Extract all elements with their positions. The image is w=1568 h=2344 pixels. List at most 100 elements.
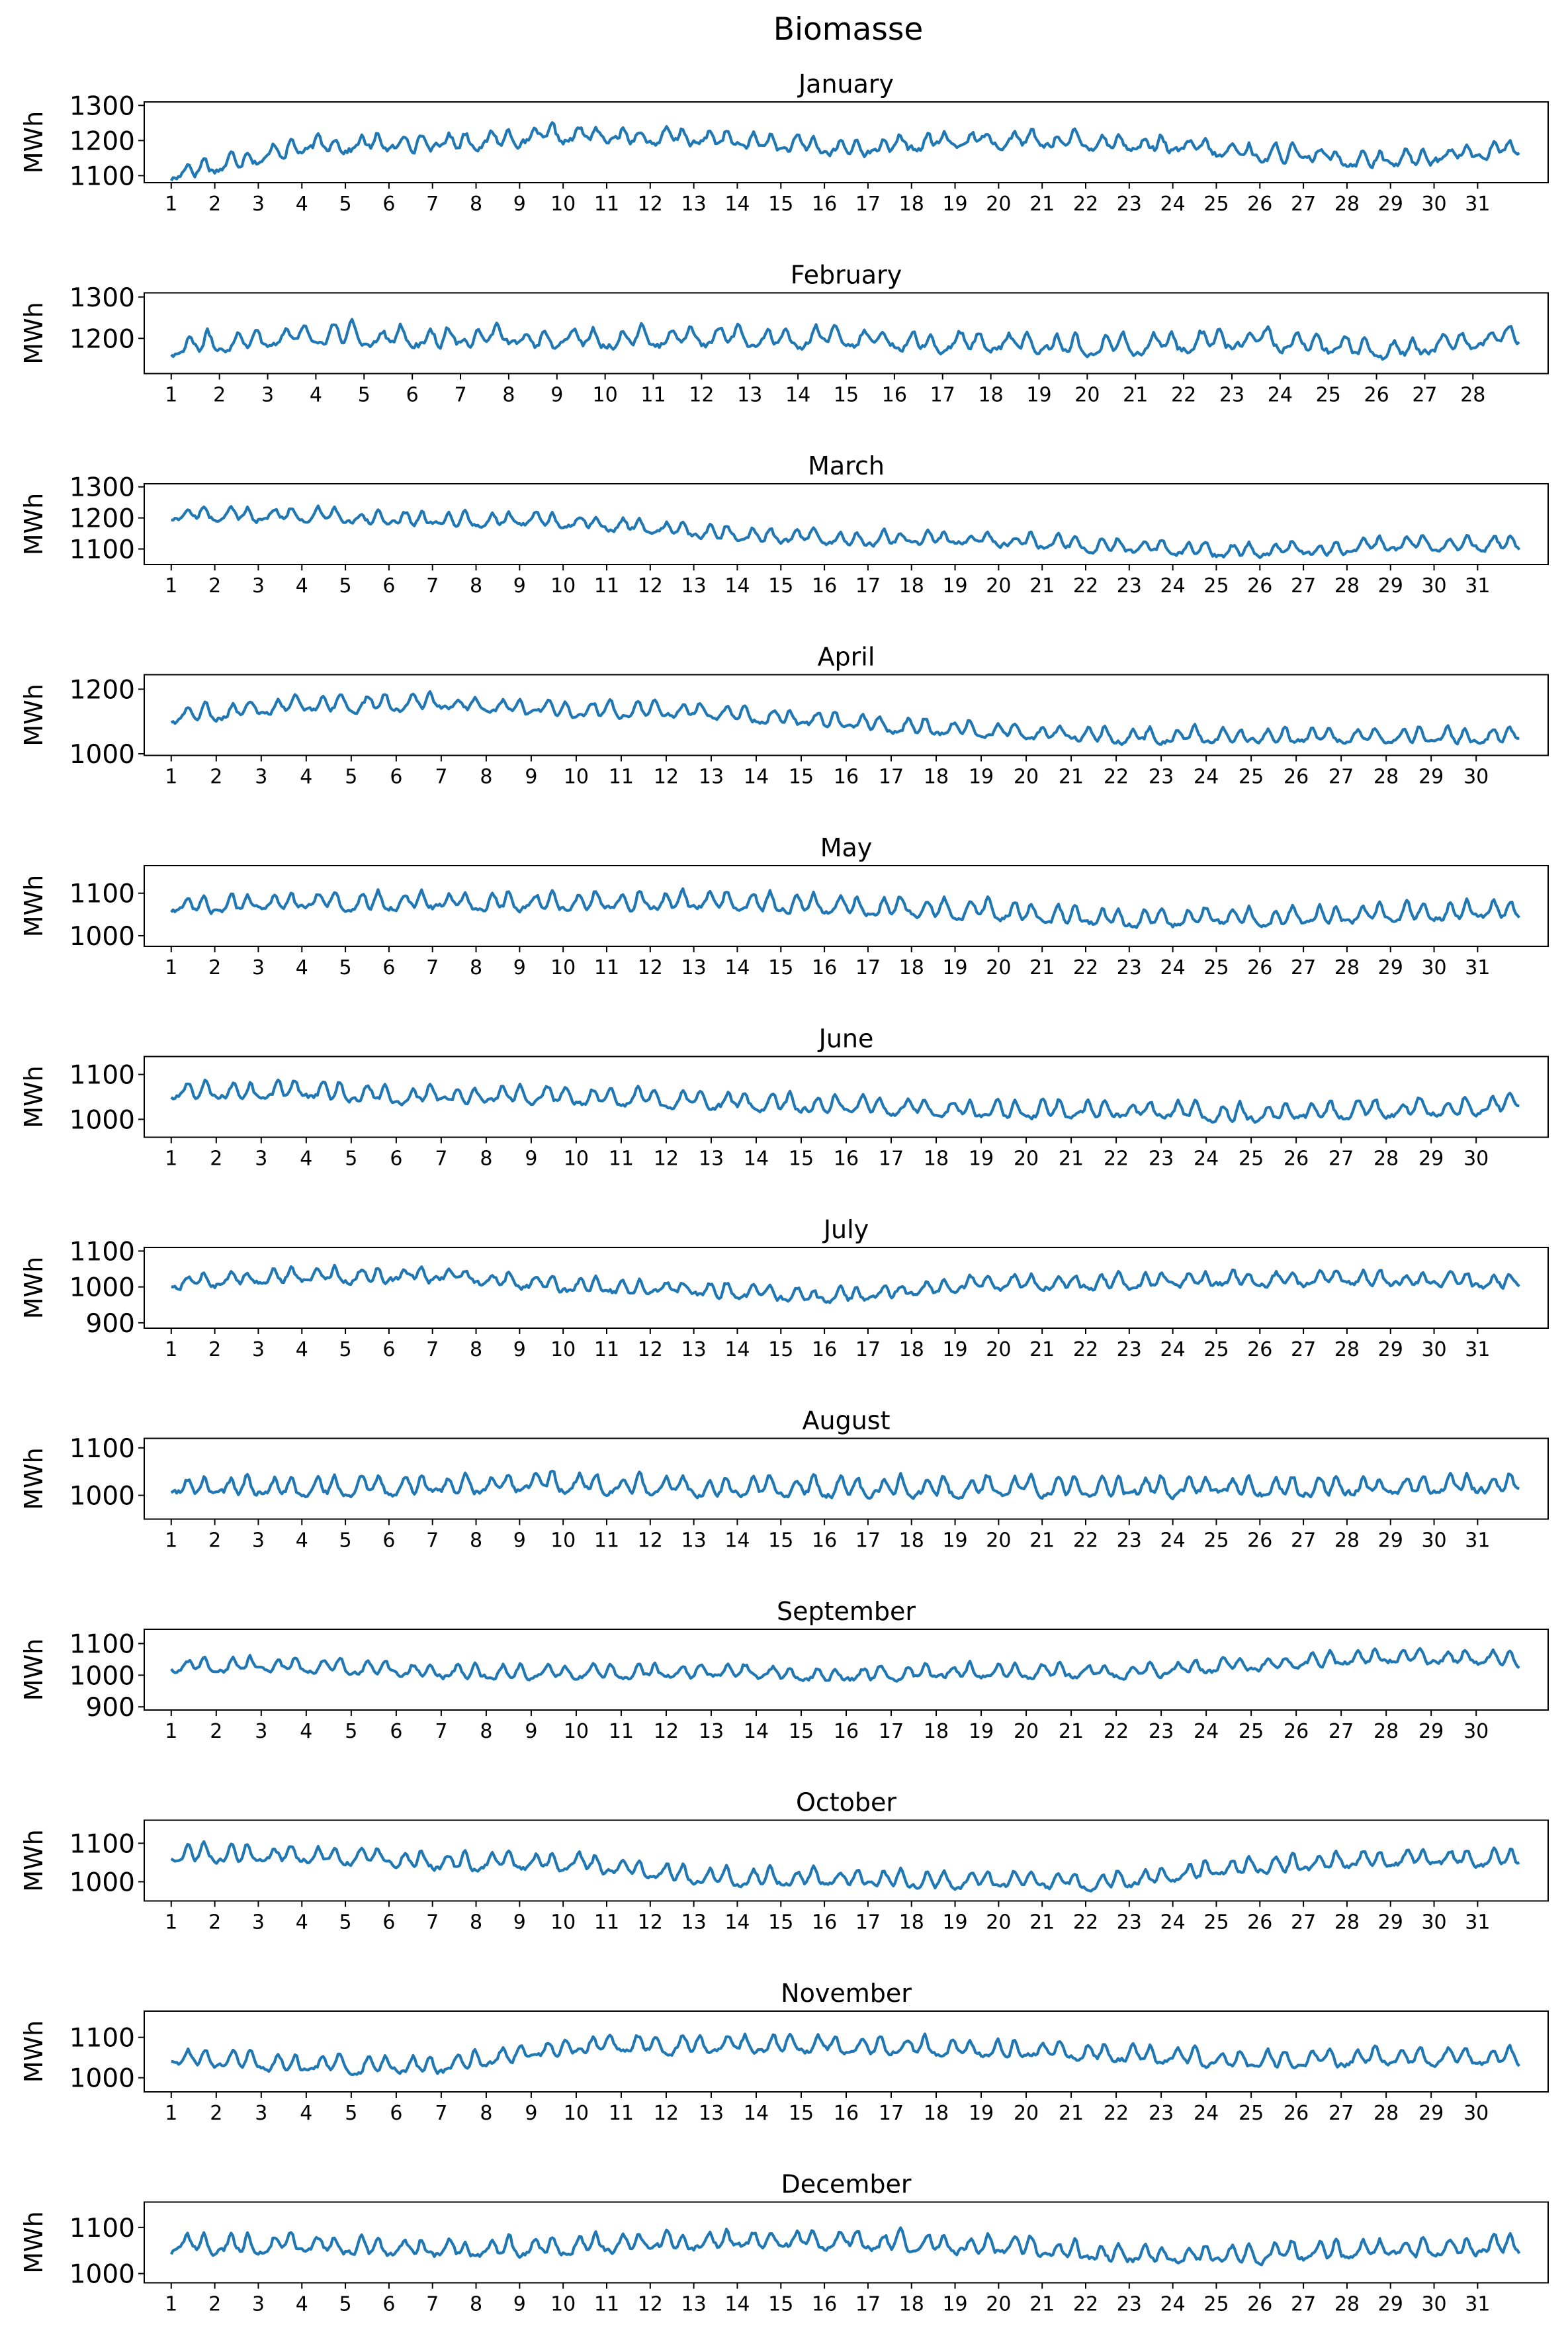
x-tick-label: 8 [470,956,482,979]
x-tick-label: 1 [165,956,177,979]
x-tick-label: 7 [426,956,439,979]
x-tick-label: 26 [1247,1338,1272,1361]
x-tick-label: 26 [1284,1148,1309,1171]
x-tick-label: 13 [737,384,762,407]
x-tick-label: 9 [513,1338,526,1361]
x-tick-label: 20 [1014,2102,1039,2125]
x-tick-label: 23 [1117,574,1142,598]
x-tick-label: 10 [564,1148,589,1171]
x-tick-label: 24 [1160,1911,1186,1934]
x-tick-label: 27 [1291,1529,1316,1553]
x-tick-label: 21 [1029,1338,1055,1361]
x-tick-label: 20 [986,1529,1011,1553]
x-tick-label: 23 [1117,956,1142,979]
y-tick-label: 1100 [69,2214,135,2243]
x-tick-label: 21 [1123,384,1148,407]
x-tick-label: 1 [165,384,177,407]
x-tick-label: 7 [426,1911,439,1934]
x-tick-label: 20 [986,1338,1011,1361]
x-tick-label: 29 [1418,1720,1444,1743]
x-tick-label: 18 [924,2102,949,2125]
x-tick-label: 12 [654,2102,679,2125]
x-tick-label: 19 [1026,384,1051,407]
x-tick-label: 6 [390,766,402,789]
panel-title: October [796,1788,896,1817]
x-tick-label: 4 [300,766,312,789]
x-tick-label: 26 [1247,574,1272,598]
x-tick-label: 25 [1239,1148,1264,1171]
x-tick-label: 25 [1203,574,1229,598]
x-tick-label: 22 [1073,574,1098,598]
y-axis-label: MWh [19,493,48,555]
x-tick-label: 3 [252,1529,265,1553]
x-tick-label: 25 [1203,2293,1229,2316]
x-tick-label: 8 [470,574,482,598]
x-tick-label: 3 [252,574,265,598]
x-tick-label: 1 [165,2102,177,2125]
x-tick-label: 8 [470,2293,482,2316]
y-tick-label: 1100 [69,535,135,565]
x-tick-label: 22 [1073,2293,1098,2316]
x-tick-label: 14 [724,1338,750,1361]
x-tick-label: 17 [855,1529,881,1553]
x-tick-label: 20 [1014,766,1039,789]
y-axis-label: MWh [19,1639,48,1701]
x-tick-label: 1 [165,1720,177,1743]
x-tick-label: 18 [899,1911,924,1934]
x-tick-label: 4 [296,574,308,598]
y-tick-label: 900 [86,1693,135,1723]
x-tick-label: 12 [638,1338,663,1361]
x-tick-label: 15 [768,193,793,216]
x-tick-label: 4 [300,1720,312,1743]
x-tick-label: 15 [768,574,793,598]
series-line-october [170,1840,1520,1893]
x-tick-label: 17 [879,2102,904,2125]
x-tick-label: 8 [502,384,515,407]
x-tick-label: 6 [390,1148,402,1171]
x-tick-label: 17 [930,384,955,407]
x-tick-label: 3 [255,1148,267,1171]
y-tick-label: 1300 [69,473,135,503]
x-tick-label: 16 [812,1911,837,1934]
x-tick-label: 23 [1149,1720,1174,1743]
x-tick-label: 9 [525,2102,537,2125]
x-tick-label: 26 [1247,2293,1272,2316]
x-tick-label: 17 [855,956,881,979]
x-tick-label: 3 [261,384,274,407]
x-tick-label: 30 [1463,2102,1489,2125]
panel-title: May [820,833,873,862]
x-tick-label: 16 [812,1338,837,1361]
x-tick-label: 23 [1149,2102,1174,2125]
x-tick-label: 6 [382,1911,395,1934]
x-tick-label: 31 [1465,574,1490,598]
x-tick-label: 10 [550,1529,576,1553]
x-tick-label: 22 [1104,2102,1129,2125]
x-tick-label: 12 [654,1148,679,1171]
panel-title: November [781,1979,912,2008]
x-tick-label: 14 [724,1529,750,1553]
x-tick-label: 29 [1378,1338,1403,1361]
x-tick-label: 9 [525,1148,537,1171]
x-tick-label: 2 [208,193,221,216]
x-tick-label: 27 [1291,956,1316,979]
x-tick-label: 11 [609,2102,634,2125]
x-tick-label: 11 [594,1529,619,1553]
plot-frame [144,2201,1549,2284]
x-tick-label: 6 [382,193,395,216]
x-tick-label: 23 [1117,1911,1142,1934]
x-tick-label: 9 [525,766,537,789]
x-tick-label: 16 [834,1720,859,1743]
x-tick-label: 4 [300,2102,312,2125]
x-tick-label: 20 [986,956,1011,979]
x-tick-label: 20 [986,2293,1011,2316]
x-tick-label: 24 [1160,956,1186,979]
x-tick-label: 21 [1029,574,1055,598]
x-tick-label: 13 [681,574,707,598]
x-tick-label: 2 [208,2293,221,2316]
x-tick-label: 1 [165,1338,177,1361]
x-tick-label: 18 [899,193,924,216]
x-tick-label: 30 [1421,574,1446,598]
